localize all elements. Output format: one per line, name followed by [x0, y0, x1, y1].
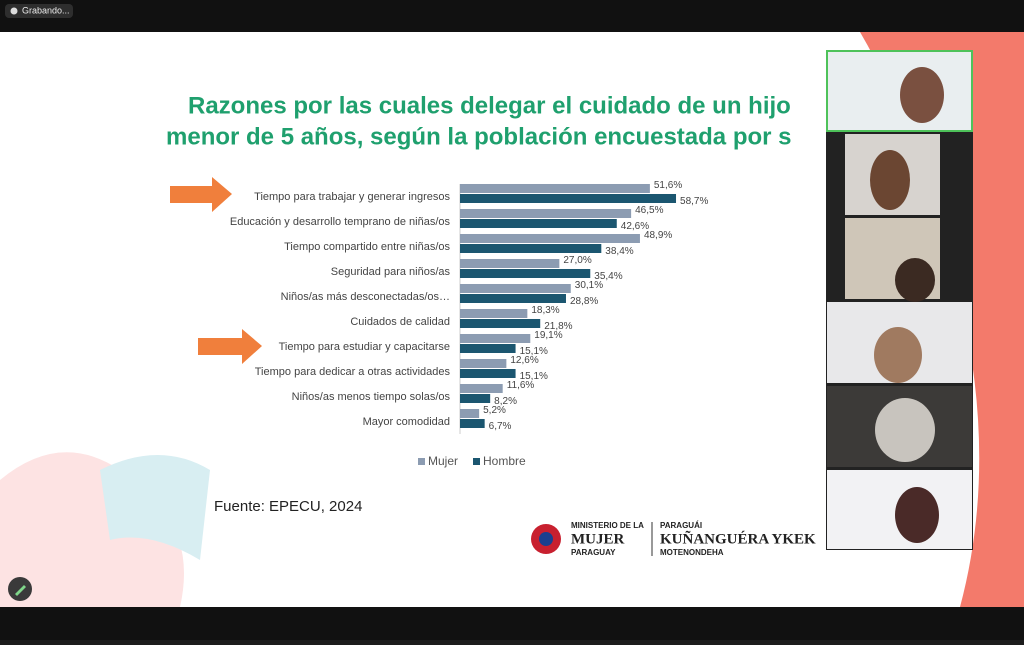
bottom-bar	[0, 607, 1024, 640]
value-label: 18,3%	[531, 305, 559, 316]
category-label: Tiempo compartido entre niñas/os	[284, 241, 450, 253]
bar	[460, 359, 507, 368]
bar	[460, 309, 528, 318]
value-label: 19,1%	[534, 330, 562, 341]
value-label: 11,6%	[507, 380, 535, 391]
recording-label: Grabando...	[22, 5, 70, 15]
value-label: 12,6%	[510, 355, 538, 366]
bar	[460, 394, 491, 403]
bar	[460, 184, 650, 193]
value-label: 15,1%	[520, 346, 548, 357]
participant	[870, 150, 910, 210]
bar	[460, 344, 516, 353]
decor-shape	[100, 455, 210, 560]
bar	[460, 234, 640, 243]
bar	[460, 259, 560, 268]
legend-label: Hombre	[483, 454, 526, 468]
arrow	[198, 329, 262, 364]
bar	[460, 194, 677, 203]
top-bar	[0, 0, 1024, 32]
bar	[460, 319, 541, 328]
video-tile[interactable]	[826, 50, 973, 132]
value-label: 48,9%	[644, 230, 672, 241]
category-label: Mayor comodidad	[363, 416, 450, 428]
video-panel	[826, 50, 973, 550]
category-label: Niños/as más desconectadas/os…	[281, 291, 450, 303]
bar	[460, 244, 602, 253]
category-label: Tiempo para estudiar y capacitarse	[279, 341, 450, 353]
decor-shape	[860, 32, 1024, 607]
value-label: 5,2%	[483, 405, 506, 416]
recording-icon	[10, 7, 18, 15]
category-label: Cuidados de calidad	[350, 316, 450, 328]
bar	[460, 209, 632, 218]
value-label: 30,1%	[575, 280, 603, 291]
value-label: 51,6%	[654, 180, 682, 191]
value-label: 58,7%	[680, 196, 708, 207]
participant	[900, 67, 944, 123]
value-label: 42,6%	[621, 221, 649, 232]
bar	[460, 294, 566, 303]
arrow	[170, 177, 232, 212]
bar	[460, 284, 571, 293]
value-label: 8,2%	[494, 396, 517, 407]
category-label: Tiempo para trabajar y generar ingresos	[254, 191, 450, 203]
value-label: 46,5%	[635, 205, 663, 216]
chart: Tiempo para trabajar y generar ingresos 5…	[230, 180, 709, 468]
value-label: 21,8%	[544, 321, 572, 332]
bar	[460, 269, 591, 278]
category-label: Seguridad para niños/as	[331, 266, 451, 278]
slide-title: menor de 5 años, según la población encu…	[166, 123, 792, 150]
logo-text: KUÑANGUÉRA YKEK	[660, 529, 816, 547]
slide-title: Razones por las cuales delegar el cuidad…	[188, 92, 791, 119]
legend-swatch	[418, 458, 425, 465]
recording-badge	[5, 4, 73, 18]
legend-swatch	[473, 458, 480, 465]
source: Fuente: EPECU, 2024	[214, 498, 362, 515]
bar	[460, 369, 516, 378]
value-label: 15,1%	[520, 371, 548, 382]
value-label: 27,0%	[563, 255, 591, 266]
value-label: 28,8%	[570, 296, 598, 307]
bar	[460, 219, 617, 228]
value-label: 38,4%	[605, 246, 633, 257]
participant	[895, 487, 939, 543]
legend-label: Mujer	[428, 454, 458, 468]
bar	[460, 419, 485, 428]
category-label: Tiempo para dedicar a otras actividades	[255, 366, 451, 378]
logo-text: MOTENONDEHA	[660, 548, 724, 557]
logo-emblem	[539, 532, 553, 546]
value-label: 6,7%	[489, 421, 512, 432]
logo-text: PARAGUAY	[571, 548, 616, 557]
bar	[460, 409, 480, 418]
bar	[460, 334, 531, 343]
logo-text: PARAGUÁI	[660, 521, 702, 530]
bar	[460, 384, 503, 393]
participant	[874, 327, 922, 383]
participant	[895, 258, 935, 302]
logo-text: MINISTERIO DE LA	[571, 521, 644, 530]
category-label: Niños/as menos tiempo solas/os	[292, 391, 451, 403]
participant	[875, 398, 935, 462]
logo-text: MUJER	[571, 531, 624, 547]
pencil-icon	[15, 585, 26, 596]
category-label: Educación y desarrollo temprano de niñas…	[230, 216, 451, 228]
value-label: 35,4%	[594, 271, 622, 282]
